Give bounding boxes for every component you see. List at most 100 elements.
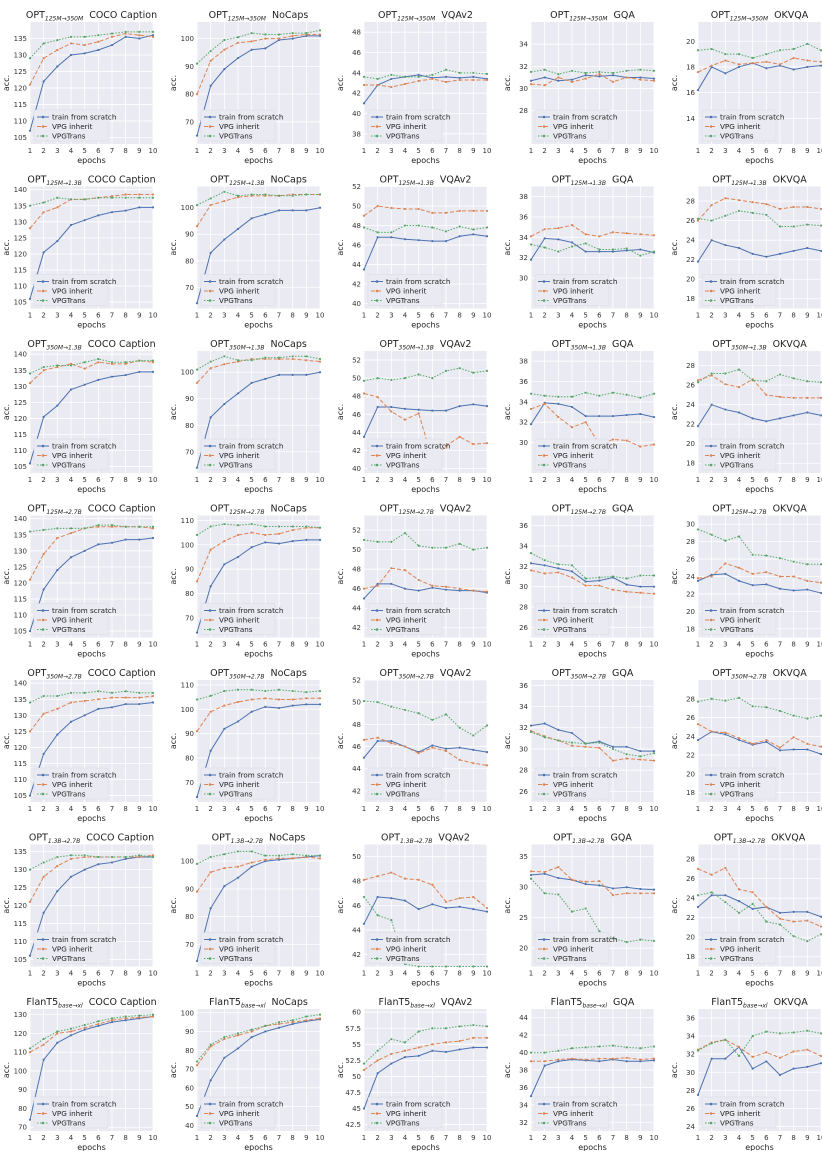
x-tick-label: 7 [110,476,114,484]
series-line [196,191,320,206]
data-point [611,747,615,751]
x-axis-label: epochs [745,650,774,659]
legend-label: train from scratch [386,1100,450,1109]
data-point [56,855,59,859]
data-point [584,745,587,748]
x-axis-label: epochs [411,979,440,988]
data-point [652,250,656,253]
title-model: FlanT5 [209,997,241,1008]
legend-marker [542,957,546,960]
x-tick-label: 8 [123,805,127,813]
data-point [390,405,393,409]
y-tick-label: 18 [686,295,695,303]
data-point [209,59,212,62]
x-tick-label: 9 [805,1134,809,1142]
x-tick-label: 10 [483,641,492,649]
data-point [696,219,700,222]
data-point [570,69,574,72]
data-point [444,749,448,753]
legend-label: train from scratch [720,113,784,122]
x-tick-label: 8 [290,476,294,484]
title-model: OPT [26,10,45,21]
data-point [195,959,199,963]
legend-label: VPG inherit [386,945,427,954]
data-point [751,1067,754,1070]
chart-title: OPT1.3B→2.7B NoCaps [212,833,306,846]
x-tick-label: 6 [96,970,101,978]
legend-marker [709,289,713,293]
legend-label: VPG inherit [386,451,427,460]
x-tick-label: 6 [430,805,435,813]
data-point [362,895,366,899]
data-point [819,60,822,63]
data-point [124,1015,127,1018]
data-point [291,704,294,707]
title-model: OPT [711,10,730,21]
data-point [277,373,281,376]
data-point [236,41,240,44]
x-tick-label: 4 [570,641,575,649]
y-tick-label: 42 [352,447,361,455]
data-point [543,402,546,405]
x-tick-label: 2 [542,970,546,978]
legend-label: VPG inherit [386,780,427,789]
data-point [652,888,656,891]
data-point [598,884,601,887]
data-point [376,701,379,704]
data-point [236,1032,240,1035]
data-point [223,402,226,406]
data-point [236,194,240,197]
x-tick-label: 5 [249,641,253,649]
x-tick-label: 7 [444,147,448,155]
legend-marker [375,947,379,951]
y-tick-label: 50 [185,1103,194,1111]
x-tick-label: 9 [805,312,809,320]
legend-label: VPGTrans [219,296,253,305]
data-point [444,68,448,71]
data-point [570,426,574,429]
x-axis-label: epochs [411,1143,440,1151]
data-point [529,1095,533,1098]
x-tick-label: 9 [471,1134,475,1142]
data-point [724,197,727,200]
x-tick-label: 1 [696,641,700,649]
data-point [570,241,574,244]
series-line [196,371,321,468]
data-point [724,733,727,736]
data-point [97,707,100,710]
data-point [472,1023,475,1027]
data-point [737,246,741,250]
legend-marker [709,454,713,457]
data-point [138,34,141,37]
data-point [543,572,546,575]
x-tick-label: 8 [624,476,628,484]
y-tick-label: 105 [14,463,27,471]
legend-label: VPG inherit [553,945,594,954]
y-tick-label: 110 [14,1049,27,1057]
x-tick-label: 8 [123,147,127,155]
x-tick-label: 7 [444,970,448,978]
data-point [195,862,199,866]
data-point [110,375,114,378]
data-point [696,579,700,582]
x-tick-label: 7 [778,641,782,649]
y-tick-label: 52 [352,357,361,365]
legend-marker [208,618,212,622]
data-point [42,1037,45,1041]
data-point [611,71,615,75]
legend-marker [709,299,713,302]
title-task: NoCaps [272,10,308,21]
y-tick-label: 48 [352,878,361,886]
data-point [639,1060,642,1063]
x-tick-label: 5 [416,312,420,320]
data-point [611,937,615,940]
title-task: NoCaps [270,668,306,679]
data-point [778,49,782,52]
data-point [403,587,407,590]
legend-marker [41,454,45,457]
data-point [250,217,253,220]
legend-box [367,109,443,142]
x-tick-label: 10 [149,147,158,155]
x-tick-label: 9 [137,476,141,484]
x-tick-label: 9 [638,805,642,813]
